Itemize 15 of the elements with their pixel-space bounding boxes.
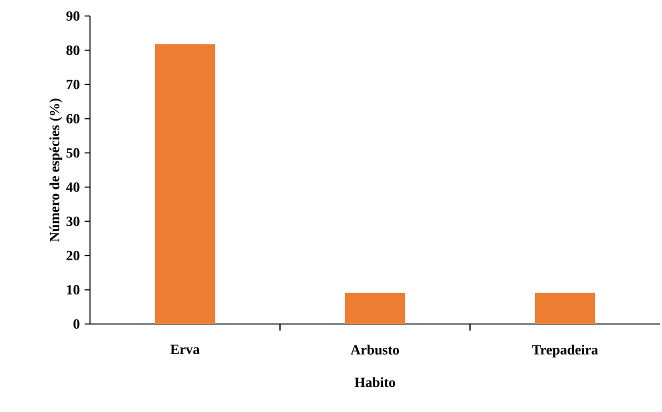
x-tick-label: Arbusto [350, 344, 399, 355]
y-tick-label: 70 [66, 80, 80, 90]
y-axis-title: Número de espécies (%) [49, 98, 62, 242]
y-tick-label: 90 [66, 11, 80, 21]
y-tick-label: 30 [66, 216, 80, 226]
y-tick-label: 40 [66, 182, 80, 192]
y-tick-label: 50 [66, 148, 80, 158]
x-tick-label: Erva [170, 344, 200, 354]
y-tick-label: 60 [66, 114, 80, 124]
y-tick-label: 20 [66, 250, 80, 260]
x-axis-title: Habito [354, 377, 396, 388]
y-tick-label: 0 [73, 319, 80, 329]
y-tick-label: 10 [67, 285, 80, 295]
y-tick-label: 80 [66, 46, 80, 55]
x-tick-label: Trepadeira [532, 344, 598, 358]
